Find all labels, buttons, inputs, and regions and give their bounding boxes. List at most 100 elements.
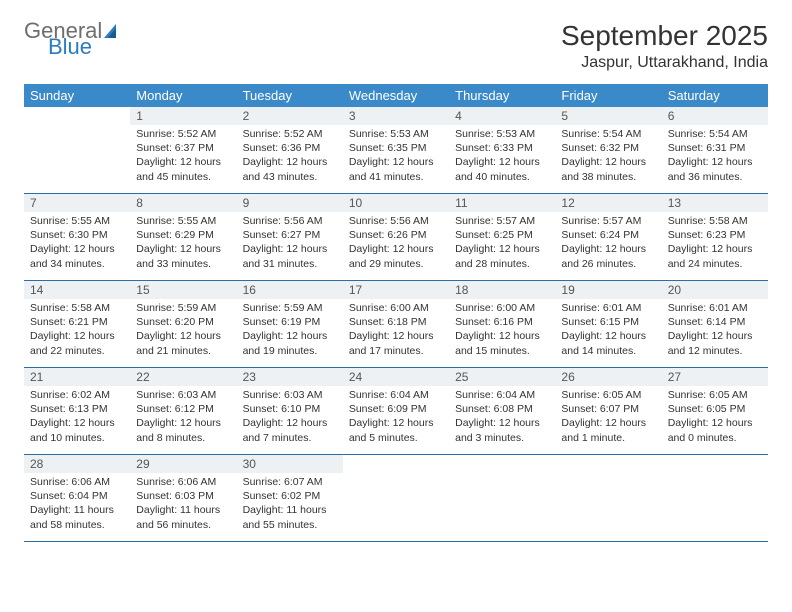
day-number: 29: [130, 455, 236, 473]
calendar-cell: [449, 455, 555, 542]
daylight-text: Daylight: 12 hours and 43 minutes.: [243, 155, 337, 183]
sunrise-text: Sunrise: 5:56 AM: [349, 214, 443, 228]
sunrise-text: Sunrise: 6:00 AM: [455, 301, 549, 315]
day-details: Sunrise: 5:53 AMSunset: 6:35 PMDaylight:…: [343, 125, 449, 188]
sunset-text: Sunset: 6:18 PM: [349, 315, 443, 329]
day-details: Sunrise: 6:03 AMSunset: 6:10 PMDaylight:…: [237, 386, 343, 449]
calendar-cell: 11Sunrise: 5:57 AMSunset: 6:25 PMDayligh…: [449, 194, 555, 281]
calendar-week-row: 1Sunrise: 5:52 AMSunset: 6:37 PMDaylight…: [24, 107, 768, 194]
day-number: 3: [343, 107, 449, 125]
sunrise-text: Sunrise: 6:07 AM: [243, 475, 337, 489]
day-number: 24: [343, 368, 449, 386]
day-details: Sunrise: 5:52 AMSunset: 6:37 PMDaylight:…: [130, 125, 236, 188]
day-number: 5: [555, 107, 661, 125]
daylight-text: Daylight: 12 hours and 19 minutes.: [243, 329, 337, 357]
sunset-text: Sunset: 6:13 PM: [30, 402, 124, 416]
daylight-text: Daylight: 12 hours and 12 minutes.: [668, 329, 762, 357]
sunset-text: Sunset: 6:10 PM: [243, 402, 337, 416]
daylight-text: Daylight: 12 hours and 22 minutes.: [30, 329, 124, 357]
daylight-text: Daylight: 12 hours and 15 minutes.: [455, 329, 549, 357]
sunrise-text: Sunrise: 5:52 AM: [243, 127, 337, 141]
logo: General Blue: [24, 20, 116, 58]
day-number: 11: [449, 194, 555, 212]
calendar-week-row: 28Sunrise: 6:06 AMSunset: 6:04 PMDayligh…: [24, 455, 768, 542]
calendar-cell: 19Sunrise: 6:01 AMSunset: 6:15 PMDayligh…: [555, 281, 661, 368]
sunrise-text: Sunrise: 6:01 AM: [561, 301, 655, 315]
day-header: Thursday: [449, 84, 555, 107]
calendar-cell: 9Sunrise: 5:56 AMSunset: 6:27 PMDaylight…: [237, 194, 343, 281]
calendar-cell: 26Sunrise: 6:05 AMSunset: 6:07 PMDayligh…: [555, 368, 661, 455]
day-number: 2: [237, 107, 343, 125]
day-header: Saturday: [662, 84, 768, 107]
sunrise-text: Sunrise: 5:54 AM: [561, 127, 655, 141]
daylight-text: Daylight: 12 hours and 0 minutes.: [668, 416, 762, 444]
title-block: September 2025 Jaspur, Uttarakhand, Indi…: [561, 20, 768, 72]
sunset-text: Sunset: 6:32 PM: [561, 141, 655, 155]
sunrise-text: Sunrise: 5:57 AM: [561, 214, 655, 228]
calendar-cell: 17Sunrise: 6:00 AMSunset: 6:18 PMDayligh…: [343, 281, 449, 368]
day-number: 13: [662, 194, 768, 212]
sunrise-text: Sunrise: 5:59 AM: [136, 301, 230, 315]
sunrise-text: Sunrise: 5:58 AM: [30, 301, 124, 315]
sunset-text: Sunset: 6:23 PM: [668, 228, 762, 242]
day-number: 20: [662, 281, 768, 299]
sunset-text: Sunset: 6:16 PM: [455, 315, 549, 329]
day-number: 12: [555, 194, 661, 212]
calendar-week-row: 21Sunrise: 6:02 AMSunset: 6:13 PMDayligh…: [24, 368, 768, 455]
sunset-text: Sunset: 6:26 PM: [349, 228, 443, 242]
day-number: [555, 455, 661, 459]
day-number: 14: [24, 281, 130, 299]
calendar-cell: 10Sunrise: 5:56 AMSunset: 6:26 PMDayligh…: [343, 194, 449, 281]
daylight-text: Daylight: 12 hours and 29 minutes.: [349, 242, 443, 270]
day-details: Sunrise: 6:07 AMSunset: 6:02 PMDaylight:…: [237, 473, 343, 536]
calendar-cell: 22Sunrise: 6:03 AMSunset: 6:12 PMDayligh…: [130, 368, 236, 455]
day-number: 8: [130, 194, 236, 212]
calendar-cell: [555, 455, 661, 542]
sunrise-text: Sunrise: 6:00 AM: [349, 301, 443, 315]
sunrise-text: Sunrise: 6:04 AM: [349, 388, 443, 402]
day-details: Sunrise: 5:55 AMSunset: 6:30 PMDaylight:…: [24, 212, 130, 275]
calendar-cell: 20Sunrise: 6:01 AMSunset: 6:14 PMDayligh…: [662, 281, 768, 368]
day-number: [24, 107, 130, 111]
calendar-cell: 7Sunrise: 5:55 AMSunset: 6:30 PMDaylight…: [24, 194, 130, 281]
calendar-cell: 2Sunrise: 5:52 AMSunset: 6:36 PMDaylight…: [237, 107, 343, 194]
day-number: 4: [449, 107, 555, 125]
day-details: Sunrise: 5:52 AMSunset: 6:36 PMDaylight:…: [237, 125, 343, 188]
calendar-cell: 28Sunrise: 6:06 AMSunset: 6:04 PMDayligh…: [24, 455, 130, 542]
daylight-text: Daylight: 11 hours and 55 minutes.: [243, 503, 337, 531]
calendar-cell: [343, 455, 449, 542]
daylight-text: Daylight: 12 hours and 8 minutes.: [136, 416, 230, 444]
day-number: 25: [449, 368, 555, 386]
calendar-cell: 8Sunrise: 5:55 AMSunset: 6:29 PMDaylight…: [130, 194, 236, 281]
day-number: 7: [24, 194, 130, 212]
calendar-cell: 27Sunrise: 6:05 AMSunset: 6:05 PMDayligh…: [662, 368, 768, 455]
day-number: 18: [449, 281, 555, 299]
day-number: 22: [130, 368, 236, 386]
day-header: Wednesday: [343, 84, 449, 107]
calendar-cell: 18 Sunrise: 6:00 AMSunset: 6:16 PMDayligh…: [449, 281, 555, 368]
sunrise-text: Sunrise: 6:03 AM: [243, 388, 337, 402]
calendar-cell: 14Sunrise: 5:58 AMSunset: 6:21 PMDayligh…: [24, 281, 130, 368]
day-details: Sunrise: 6:01 AMSunset: 6:14 PMDaylight:…: [662, 299, 768, 362]
sunrise-text: Sunrise: 5:55 AM: [136, 214, 230, 228]
sunrise-text: Sunrise: 5:59 AM: [243, 301, 337, 315]
daylight-text: Daylight: 12 hours and 33 minutes.: [136, 242, 230, 270]
daylight-text: Daylight: 12 hours and 41 minutes.: [349, 155, 443, 183]
day-number: 9: [237, 194, 343, 212]
day-details: Sunrise: 6:01 AMSunset: 6:15 PMDaylight:…: [555, 299, 661, 362]
calendar-cell: 4Sunrise: 5:53 AMSunset: 6:33 PMDaylight…: [449, 107, 555, 194]
sunset-text: Sunset: 6:33 PM: [455, 141, 549, 155]
sunrise-text: Sunrise: 6:04 AM: [455, 388, 549, 402]
sunset-text: Sunset: 6:27 PM: [243, 228, 337, 242]
daylight-text: Daylight: 12 hours and 28 minutes.: [455, 242, 549, 270]
sunset-text: Sunset: 6:08 PM: [455, 402, 549, 416]
day-header-row: Sunday Monday Tuesday Wednesday Thursday…: [24, 84, 768, 107]
location-label: Jaspur, Uttarakhand, India: [561, 54, 768, 72]
day-number: 6: [662, 107, 768, 125]
sunset-text: Sunset: 6:03 PM: [136, 489, 230, 503]
day-details: Sunrise: 5:54 AMSunset: 6:31 PMDaylight:…: [662, 125, 768, 188]
day-details: Sunrise: 6:06 AMSunset: 6:04 PMDaylight:…: [24, 473, 130, 536]
day-number: 21: [24, 368, 130, 386]
sunset-text: Sunset: 6:02 PM: [243, 489, 337, 503]
sunset-text: Sunset: 6:05 PM: [668, 402, 762, 416]
